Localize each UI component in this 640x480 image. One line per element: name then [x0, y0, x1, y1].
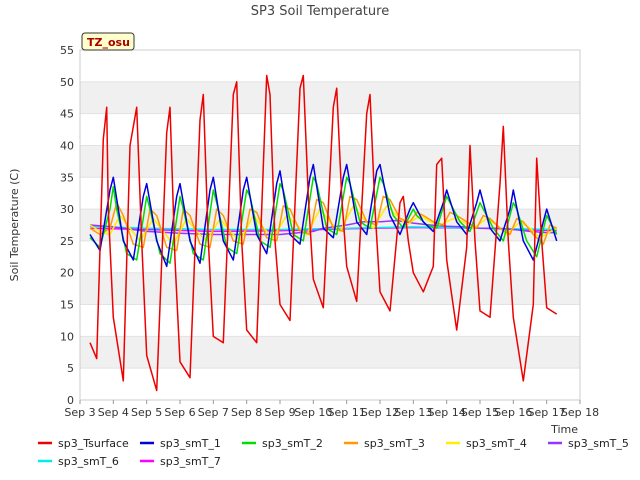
legend-label: sp3_smT_4	[466, 437, 527, 450]
timezone-badge-label: TZ_osu	[87, 36, 130, 49]
legend-label: sp3_smT_2	[262, 437, 323, 450]
x-tick-label: Sep 15	[461, 406, 499, 419]
x-tick-label: Sep 18	[561, 406, 599, 419]
grid-band	[80, 81, 580, 114]
y-tick-label: 25	[60, 235, 74, 248]
series-line-sp3_smT_1	[89, 163, 558, 268]
x-tick-label: Sep 10	[294, 406, 332, 419]
legend-label: sp3_smT_7	[160, 455, 221, 468]
legend-label: sp3_Tsurface	[58, 437, 129, 450]
x-tick-label: Sep 5	[131, 406, 162, 419]
x-tick-label: Sep 9	[264, 406, 295, 419]
legend-label: sp3_smT_1	[160, 437, 221, 450]
x-tick-label: Sep 12	[361, 406, 399, 419]
legend-label: sp3_smT_6	[58, 455, 119, 468]
x-tick-label: Sep 3	[64, 406, 95, 419]
chart-title: SP3 Soil Temperature	[251, 4, 389, 19]
timezone-badge-box	[81, 32, 135, 51]
y-tick-label: 50	[60, 76, 74, 89]
y-tick-label: 45	[60, 108, 74, 121]
legend-label: sp3_smT_3	[364, 437, 425, 450]
y-tick-label: 55	[60, 44, 74, 57]
x-tick-label: Sep 17	[528, 406, 566, 419]
x-tick-label: Sep 11	[328, 406, 366, 419]
grid-band	[80, 272, 580, 305]
x-tick-label: Sep 4	[98, 406, 129, 419]
timezone-badge: TZ_osu	[81, 32, 135, 51]
y-axis-ticks: 0 5 10 15 20 25 30 35 40 45 50 55	[60, 44, 74, 407]
x-tick-label: Sep 7	[198, 406, 229, 419]
y-tick-label: 5	[67, 362, 74, 375]
x-tick-label: Sep 16	[494, 406, 532, 419]
grid-band	[80, 336, 580, 369]
y-tick-label: 30	[60, 203, 74, 216]
plot-frame	[79, 49, 581, 401]
y-tick-label: 10	[60, 330, 74, 343]
y-tick-label: 20	[60, 267, 74, 280]
y-axis-label: Soil Temperature (C)	[8, 169, 21, 282]
y-tick-label: 40	[60, 139, 74, 152]
series-line-sp3_Tsurface	[89, 74, 558, 392]
y-tick-label: 15	[60, 299, 74, 312]
legend-label: sp3_smT_5	[568, 437, 629, 450]
series-layer	[89, 74, 558, 392]
y-tick-label: 0	[67, 394, 74, 407]
x-axis-label: Time	[550, 423, 578, 436]
x-tick-label: Sep 13	[394, 406, 432, 419]
x-tick-label: Sep 14	[428, 406, 466, 419]
y-tick-label: 35	[60, 171, 74, 184]
series-line-sp3_smT_5	[89, 219, 557, 236]
x-tick-label: Sep 8	[231, 406, 262, 419]
x-tick-label: Sep 6	[164, 406, 195, 419]
legend: sp3_Tsurface sp3_smT_1 sp3_smT_2 sp3_smT_3 s…	[38, 437, 629, 468]
